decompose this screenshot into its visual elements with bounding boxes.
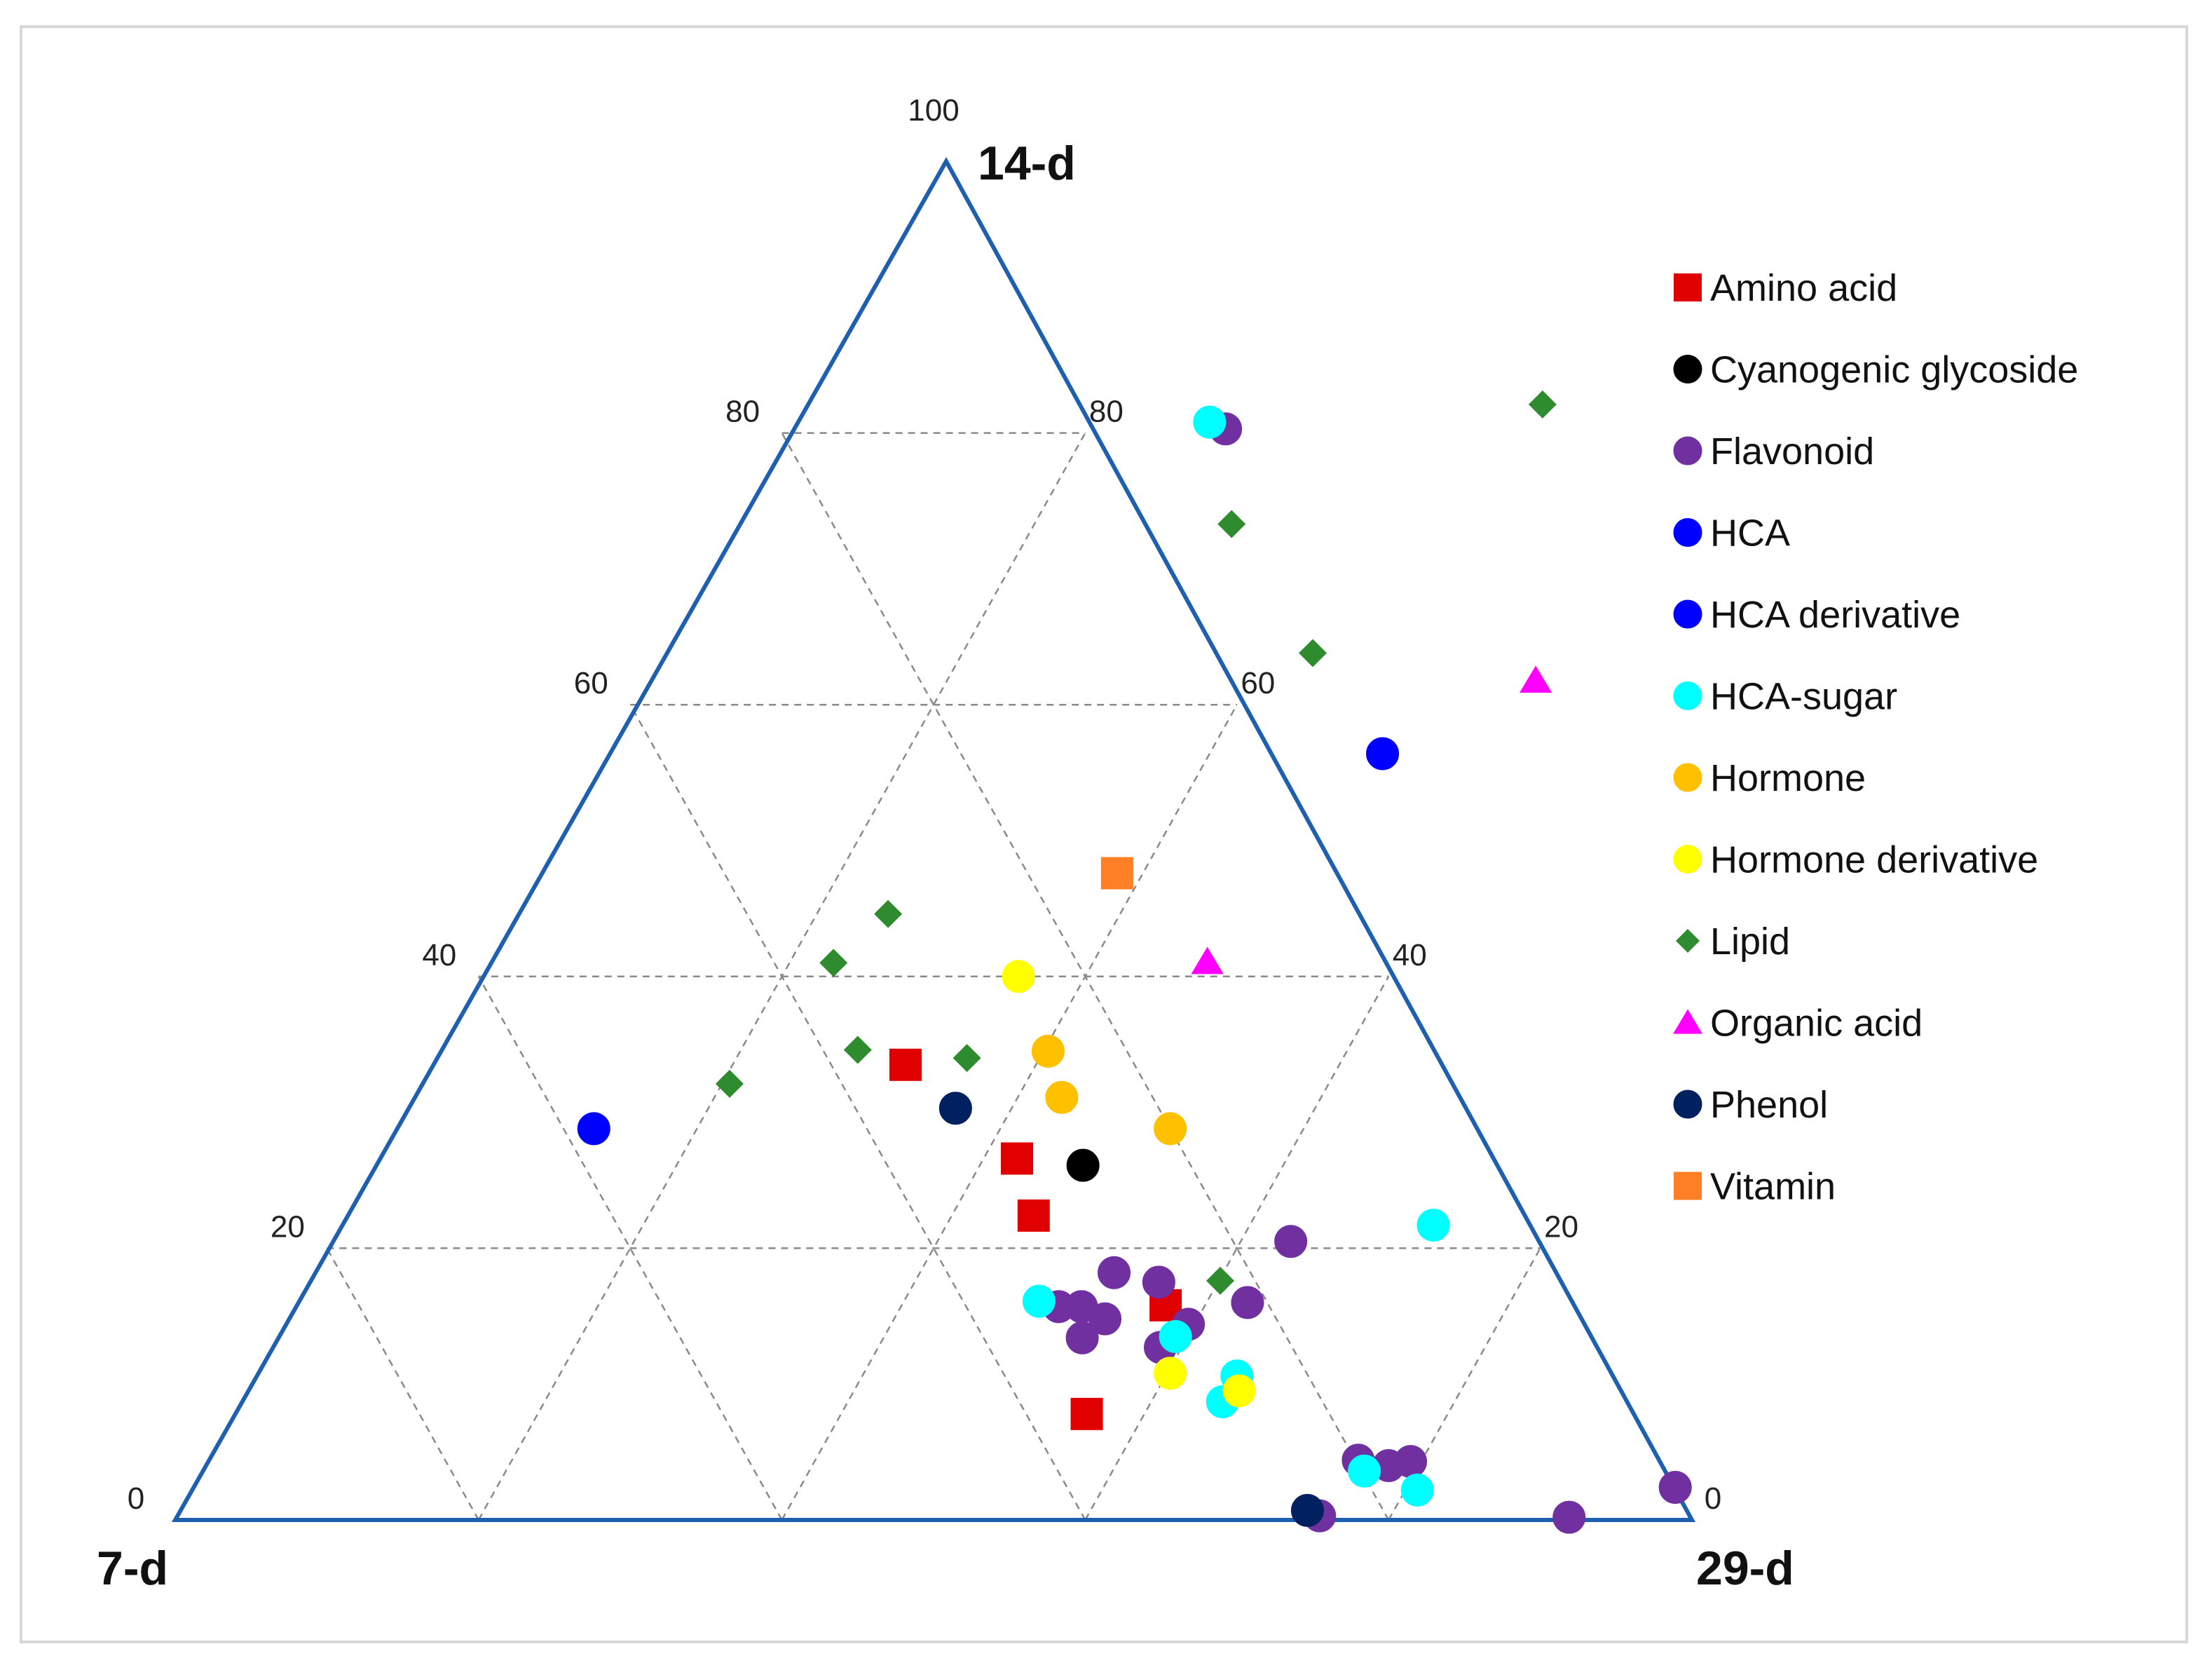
legend-marker-vitamin [1674,1172,1702,1200]
point-phenol-50 [938,1092,972,1125]
legend-label-hca: HCA [1710,512,1790,555]
point-hca-derivative-24 [577,1112,610,1146]
point-flavonoid-22 [1658,1470,1692,1504]
point-hca-23 [1366,737,1400,770]
tick-label-left-60: 60 [574,666,608,700]
tick-label-right-40: 40 [1393,938,1427,972]
point-amino-acid-1 [1001,1142,1034,1175]
legend-marker-lipid [1676,929,1700,953]
point-lipid-47 [1206,1266,1234,1295]
legend-marker-hca-derivative [1673,599,1702,629]
tick-labels: 0 0 20 20 40 40 60 60 80 80 100 [128,93,1721,1516]
tick-label-right-60: 60 [1241,666,1275,700]
tick-label-left-40: 40 [422,938,456,972]
vertex-label-left: 7-d [97,1542,168,1595]
legend-label-vitamin: Vitamin [1710,1166,1836,1208]
point-lipid-43 [819,949,848,977]
legend-marker-cyanogenic-glycoside [1673,355,1702,383]
point-lipid-42 [874,899,903,928]
tick-label-right-80: 80 [1089,395,1124,429]
legend-label-hormone-derivative: Hormone derivative [1710,839,2038,881]
legend-label-phenol: Phenol [1710,1084,1828,1126]
point-flavonoid-21 [1552,1500,1586,1534]
point-lipid-45 [953,1044,981,1073]
legend-marker-hca [1673,518,1702,547]
point-hormone-derivative-38 [1222,1374,1256,1408]
point-organic-acid-48 [1520,665,1552,693]
triangle-outline [171,156,1696,1522]
vertex-label-top: 14-d [978,137,1076,190]
point-amino-acid-2 [1017,1199,1050,1232]
point-hormone-35 [1154,1112,1187,1146]
point-amino-acid-4 [1070,1397,1103,1430]
point-amino-acid-0 [889,1048,922,1081]
grid-line-left-40 [629,704,1086,1521]
tick-label-left-0: 0 [128,1481,144,1516]
point-hormone-derivative-36 [1002,960,1035,993]
point-hca-sugar-32 [1400,1473,1434,1507]
point-vitamin-52 [1100,857,1133,890]
data-points [577,390,1692,1534]
point-hormone-33 [1031,1034,1065,1068]
point-hca-sugar-28 [1159,1319,1192,1353]
legend-label-hca-derivative: HCA derivative [1710,594,1960,636]
point-flavonoid-7 [1274,1225,1308,1258]
point-hca-sugar-27 [1022,1284,1056,1318]
point-flavonoid-10 [1231,1286,1264,1319]
tick-label-right-20: 20 [1544,1209,1578,1244]
grid-line-right-60 [1084,976,1390,1521]
point-hca-sugar-26 [1416,1208,1450,1242]
point-lipid-46 [715,1069,744,1098]
tick-label-left-20: 20 [271,1209,305,1244]
grid-line-left-80 [326,1247,479,1521]
legend: Amino acid Cyanogenic glycoside Flavonoid H… [1673,267,2078,1208]
legend-marker-amino-acid [1674,273,1702,301]
tick-label-top-100: 100 [908,93,959,128]
point-phenol-51 [1290,1493,1324,1527]
legend-label-amino-acid: Amino acid [1710,267,1897,309]
point-lipid-40 [1217,510,1246,538]
tick-label-right-0: 0 [1705,1481,1721,1516]
point-hormone-derivative-37 [1154,1357,1187,1390]
point-flavonoid-15 [1065,1321,1099,1354]
legend-marker-hormone [1673,763,1702,792]
grid-line-right-40 [781,704,1238,1521]
legend-marker-organic-acid [1673,1009,1702,1034]
point-lipid-44 [843,1036,872,1064]
legend-label-hca-sugar: HCA-sugar [1710,676,1897,718]
legend-label-flavonoid: Flavonoid [1710,430,1874,473]
point-organic-acid-49 [1191,946,1224,975]
point-hca-sugar-25 [1193,405,1227,439]
tick-label-left-80: 80 [725,395,760,429]
point-flavonoid-13 [1088,1302,1122,1336]
legend-marker-hca-sugar [1673,681,1702,710]
legend-marker-hormone-derivative [1673,845,1702,874]
point-flavonoid-9 [1142,1265,1175,1299]
legend-marker-flavonoid [1673,436,1702,466]
point-hca-sugar-31 [1348,1454,1381,1488]
grid-line-left-60 [477,976,783,1521]
chart-frame [20,25,2188,1643]
legend-label-organic-acid: Organic acid [1710,1003,1923,1045]
legend-label-lipid: Lipid [1710,921,1790,963]
legend-marker-phenol [1673,1089,1702,1119]
vertex-label-right: 29-d [1696,1542,1794,1595]
point-flavonoid-19 [1394,1445,1428,1479]
point-lipid-41 [1299,639,1327,667]
point-flavonoid-8 [1098,1256,1131,1289]
legend-label-hormone: Hormone [1710,757,1866,799]
legend-label-cyanogenic-glycoside: Cyanogenic glycoside [1710,349,2078,391]
point-cyanogenic-glycoside-5 [1066,1148,1100,1182]
point-lipid-39 [1528,390,1557,419]
point-hormone-34 [1045,1080,1079,1114]
grid-lines [326,432,1541,1521]
